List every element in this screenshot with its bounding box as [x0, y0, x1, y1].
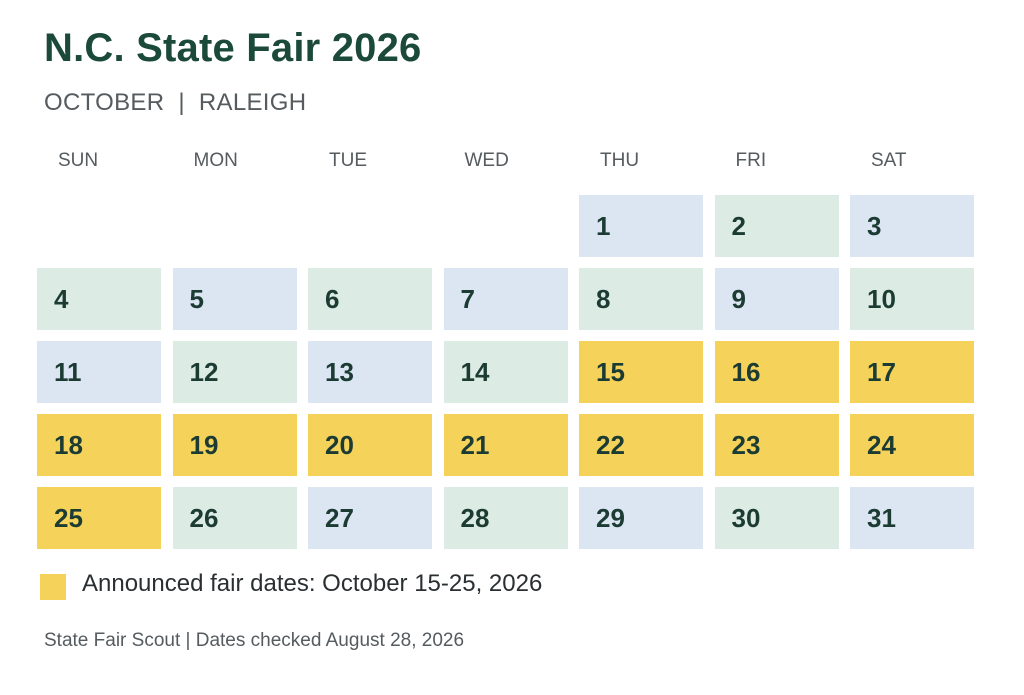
page-title: N.C. State Fair 2026	[44, 26, 422, 70]
calendar-day: 29	[579, 487, 703, 549]
weekday-label: TUE	[329, 150, 367, 171]
calendar-day: 30	[714, 487, 839, 549]
calendar-day: 27	[308, 487, 432, 549]
legend-label: Announced fair dates: October 15-25, 202…	[82, 570, 543, 597]
calendar-day-fair: 23	[714, 414, 839, 476]
calendar-day-fair: 22	[579, 414, 703, 476]
calendar-day: 2	[714, 195, 839, 257]
calendar-day: 31	[850, 487, 974, 549]
weekday-label: SUN	[58, 150, 99, 171]
calendar-day-fair: 17	[850, 341, 974, 403]
weekday-header-row: SUN MON TUE WED THU FRI SAT	[37, 150, 973, 178]
calendar-day-fair: 19	[172, 414, 297, 476]
calendar-day: 1	[579, 195, 703, 257]
legend: Announced fair dates: October 15-25, 202…	[40, 568, 542, 600]
weekday-label: SAT	[871, 150, 907, 171]
calendar-day-fair: 21	[443, 414, 568, 476]
calendar-day-fair: 16	[714, 341, 839, 403]
calendar-day-fair: 24	[850, 414, 974, 476]
legend-swatch-fair-dates	[40, 574, 66, 600]
calendar-day: 7	[443, 268, 568, 330]
calendar-day: 12	[172, 341, 297, 403]
page-subtitle: OCTOBER | RALEIGH	[44, 89, 306, 117]
calendar-day: 13	[308, 341, 432, 403]
calendar-day: 28	[443, 487, 568, 549]
calendar-day: 14	[443, 341, 568, 403]
weekday-label: MON	[193, 150, 238, 171]
subtitle-month: OCTOBER	[44, 89, 165, 116]
calendar-day-fair: 20	[308, 414, 432, 476]
calendar-day: 6	[308, 268, 432, 330]
weekday-label: THU	[600, 150, 640, 171]
calendar-day-fair: 25	[37, 487, 161, 549]
calendar-day-fair: 18	[37, 414, 161, 476]
calendar-day: 5	[172, 268, 297, 330]
weekday-label: WED	[464, 150, 509, 171]
subtitle-separator: |	[178, 89, 185, 116]
calendar-day: 3	[850, 195, 974, 257]
calendar-day: 4	[37, 268, 161, 330]
calendar-day: 26	[172, 487, 297, 549]
calendar-day: 8	[579, 268, 703, 330]
calendar-day: 10	[850, 268, 974, 330]
subtitle-city: RALEIGH	[198, 89, 307, 116]
weekday-label: FRI	[735, 150, 767, 171]
calendar-day-fair: 15	[579, 341, 703, 403]
calendar-day: 9	[714, 268, 839, 330]
calendar-day: 11	[37, 341, 161, 403]
footer-note: State Fair Scout | Dates checked August …	[44, 630, 465, 651]
